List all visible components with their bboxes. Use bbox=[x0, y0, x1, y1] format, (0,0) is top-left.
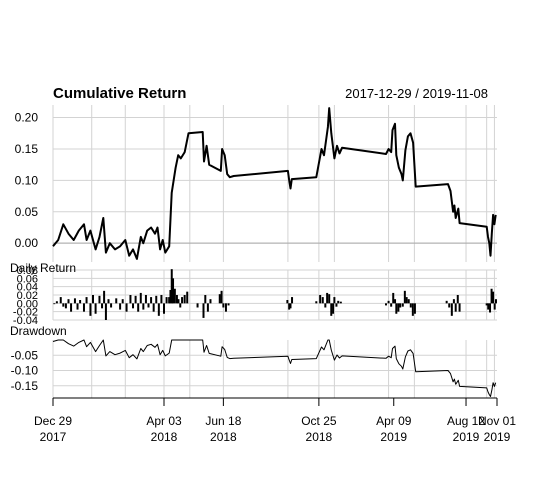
series-lines bbox=[52, 107, 497, 397]
y-tick-label: -0.05 bbox=[11, 348, 39, 362]
drawdown-label: Drawdown bbox=[10, 324, 67, 338]
y-tick-label: 0.00 bbox=[17, 298, 38, 310]
drawdown-line bbox=[52, 339, 497, 397]
cumulative-return-line bbox=[52, 107, 497, 260]
x-tick-year: 2018 bbox=[210, 430, 237, 444]
y-tick-label: -0.15 bbox=[11, 379, 39, 393]
x-tick-year: 2017 bbox=[40, 430, 67, 444]
y-tick-label: -0.10 bbox=[11, 364, 39, 378]
y-tick-label: -0.02 bbox=[13, 307, 38, 319]
x-tick-year: 2018 bbox=[151, 430, 178, 444]
x-tick-label: Jun 18 bbox=[205, 414, 241, 428]
x-tick-label: Nov 01 bbox=[478, 414, 516, 428]
y-tick-label: 0.04 bbox=[17, 282, 38, 294]
x-tick-label: Aug 12 bbox=[447, 414, 485, 428]
x-tick-year: 2019 bbox=[380, 430, 407, 444]
y-tick-label: 0.06 bbox=[17, 273, 38, 285]
y-tick-label: 0.00 bbox=[15, 236, 39, 250]
x-tick-label: Apr 03 bbox=[146, 414, 182, 428]
y-tick-label: 0.15 bbox=[15, 142, 39, 156]
y-tick-label: -0.04 bbox=[13, 315, 38, 327]
gridlines bbox=[52, 105, 497, 398]
axes bbox=[52, 397, 498, 406]
y-tick-label: 0.02 bbox=[17, 290, 38, 302]
x-tick-year: 2018 bbox=[306, 430, 333, 444]
x-tick-label: Dec 29 bbox=[34, 414, 72, 428]
date-range-label: 2017-12-29 / 2019-11-08 bbox=[345, 86, 488, 101]
y-tick-label: 0.10 bbox=[15, 173, 39, 187]
y-tick-label: 0.05 bbox=[15, 205, 39, 219]
daily-return-bars bbox=[53, 269, 497, 320]
chart-title: Cumulative Return bbox=[53, 85, 186, 102]
daily-return-label: Daily Return bbox=[10, 261, 76, 275]
y-tick-label: 0.20 bbox=[15, 111, 39, 125]
x-tick-label: Oct 25 bbox=[301, 414, 337, 428]
x-tick-year: 2019 bbox=[453, 430, 480, 444]
tick-labels: 0.200.150.100.050.000.080.060.040.020.00… bbox=[11, 111, 517, 444]
x-tick-year: 2019 bbox=[484, 430, 511, 444]
y-tick-label: 0.08 bbox=[17, 265, 38, 277]
x-tick-label: Apr 09 bbox=[376, 414, 412, 428]
